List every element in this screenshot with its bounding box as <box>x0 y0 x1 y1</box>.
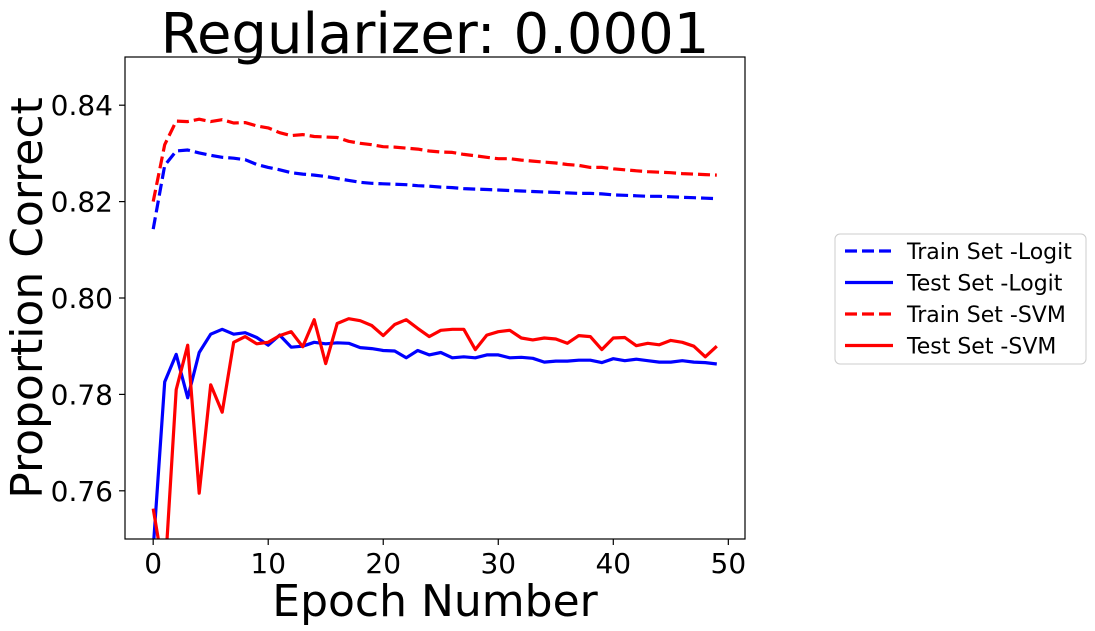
x-tick-label: 0 <box>144 547 162 580</box>
series-line-train-set-logit <box>151 148 717 230</box>
legend-label: Train Set -SVM <box>906 303 1066 328</box>
series-line-test-set-svm <box>151 317 718 539</box>
x-tick-label: 30 <box>480 547 516 580</box>
x-axis-label: Epoch Number <box>272 576 598 627</box>
x-tick-label: 10 <box>250 547 286 580</box>
series-line-test-set-logit <box>152 327 717 539</box>
y-tick-label: 0.76 <box>51 475 113 508</box>
legend-frame <box>834 233 1087 365</box>
y-axis-label: Proportion Correct <box>2 97 53 499</box>
axis-ticks: 0 10 20 30 40 50 0.76 0.78 0.80 0.82 0.84 <box>51 89 746 580</box>
legend-label: Test Set -SVM <box>906 335 1056 360</box>
series-line-train-set-svm <box>151 117 717 202</box>
x-tick-label: 20 <box>365 547 401 580</box>
y-tick-label: 0.78 <box>51 378 113 411</box>
y-tick-label: 0.82 <box>51 186 113 219</box>
legend-label: Train Set -Logit <box>906 240 1072 265</box>
x-tick-label: 40 <box>595 547 631 580</box>
chart-title: Regularizer: 0.0001 <box>161 2 710 67</box>
legend: Train Set -Logit Test Set -Logit Train Set… <box>834 233 1087 365</box>
x-tick-label: 50 <box>711 547 747 580</box>
y-tick-label: 0.84 <box>51 89 113 122</box>
plot-frame <box>124 56 746 540</box>
y-tick-label: 0.80 <box>51 282 113 315</box>
series-layer <box>151 117 718 539</box>
legend-label: Test Set -Logit <box>906 272 1063 297</box>
